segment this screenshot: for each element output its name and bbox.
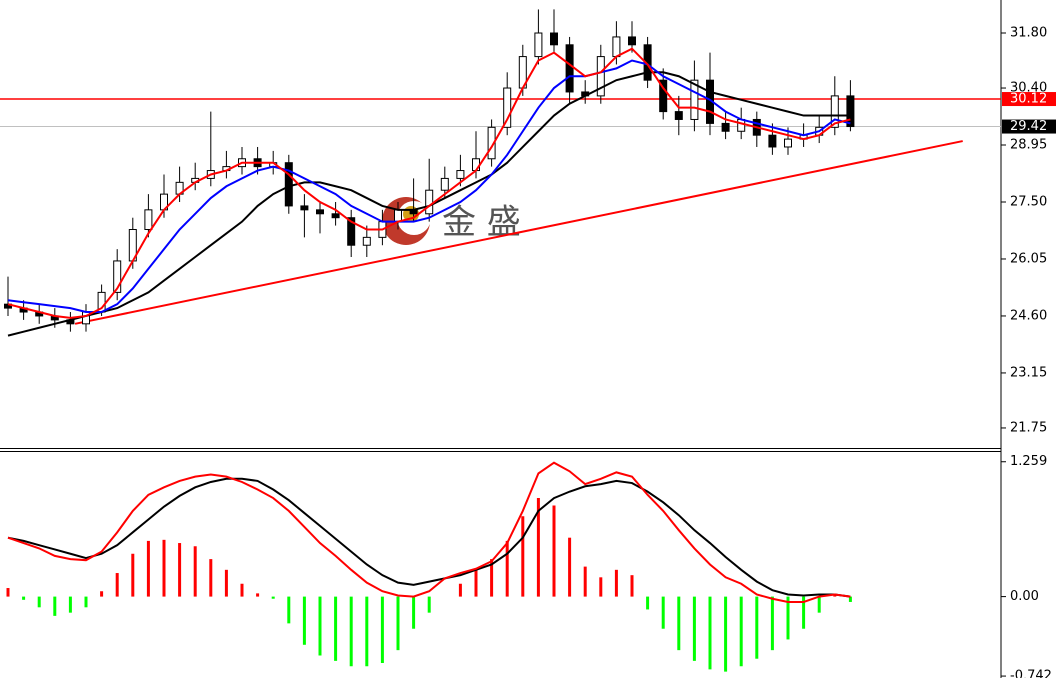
candle-body bbox=[347, 217, 356, 246]
candle-body bbox=[425, 189, 434, 215]
y-tick-label: 0.00 bbox=[1010, 589, 1039, 604]
trendline bbox=[74, 140, 963, 325]
y-tick-label: 21.75 bbox=[1010, 420, 1047, 435]
candle-body bbox=[628, 36, 636, 46]
candle-body bbox=[550, 32, 558, 46]
candle-body bbox=[768, 134, 777, 148]
candle-body bbox=[565, 44, 574, 93]
price-label: 29.42 bbox=[1010, 119, 1047, 134]
y-tick-label: 23.15 bbox=[1010, 365, 1047, 380]
candle-body bbox=[659, 79, 668, 113]
signal-line bbox=[7, 477, 851, 598]
candle-body bbox=[721, 122, 730, 132]
y-tick-label: 30.40 bbox=[1010, 81, 1047, 96]
candle-body bbox=[830, 95, 839, 128]
hline-label: 30.12 bbox=[1010, 92, 1047, 107]
candle-body bbox=[331, 213, 340, 219]
y-tick-label: 28.95 bbox=[1010, 138, 1047, 153]
y-tick-label: 26.05 bbox=[1010, 251, 1047, 266]
y-tick-label: 1.259 bbox=[1010, 454, 1047, 469]
price-label-box bbox=[1002, 119, 1056, 134]
candle-body bbox=[612, 36, 621, 58]
candle-body bbox=[316, 209, 324, 215]
candle-body bbox=[113, 260, 122, 293]
candle-body bbox=[394, 209, 402, 223]
y-tick-label: 24.60 bbox=[1010, 308, 1047, 323]
y-tick-label: -0.742 bbox=[1010, 669, 1052, 678]
candle-body bbox=[503, 87, 512, 128]
watermark: 金 盛 bbox=[442, 203, 521, 243]
candle-body bbox=[737, 118, 746, 132]
candle-body bbox=[362, 236, 371, 246]
hline-label-box bbox=[1002, 92, 1056, 107]
y-tick-label: 27.50 bbox=[1010, 194, 1047, 209]
candle-body bbox=[487, 126, 496, 160]
candle-body bbox=[690, 79, 699, 120]
candle-body bbox=[784, 138, 792, 148]
moving-average bbox=[7, 47, 851, 319]
candle-body bbox=[643, 44, 652, 81]
candle-body bbox=[300, 205, 309, 211]
y-tick-label: 31.80 bbox=[1010, 26, 1047, 41]
candle-body bbox=[674, 111, 683, 120]
candle-body bbox=[456, 170, 465, 179]
signal-line bbox=[7, 461, 851, 603]
candle-body bbox=[284, 162, 293, 207]
candle-body bbox=[596, 56, 605, 97]
candle-body bbox=[846, 95, 855, 128]
candle-body bbox=[534, 32, 543, 58]
moving-average bbox=[7, 59, 851, 314]
candle-body bbox=[440, 177, 449, 191]
candle-body bbox=[144, 209, 153, 231]
